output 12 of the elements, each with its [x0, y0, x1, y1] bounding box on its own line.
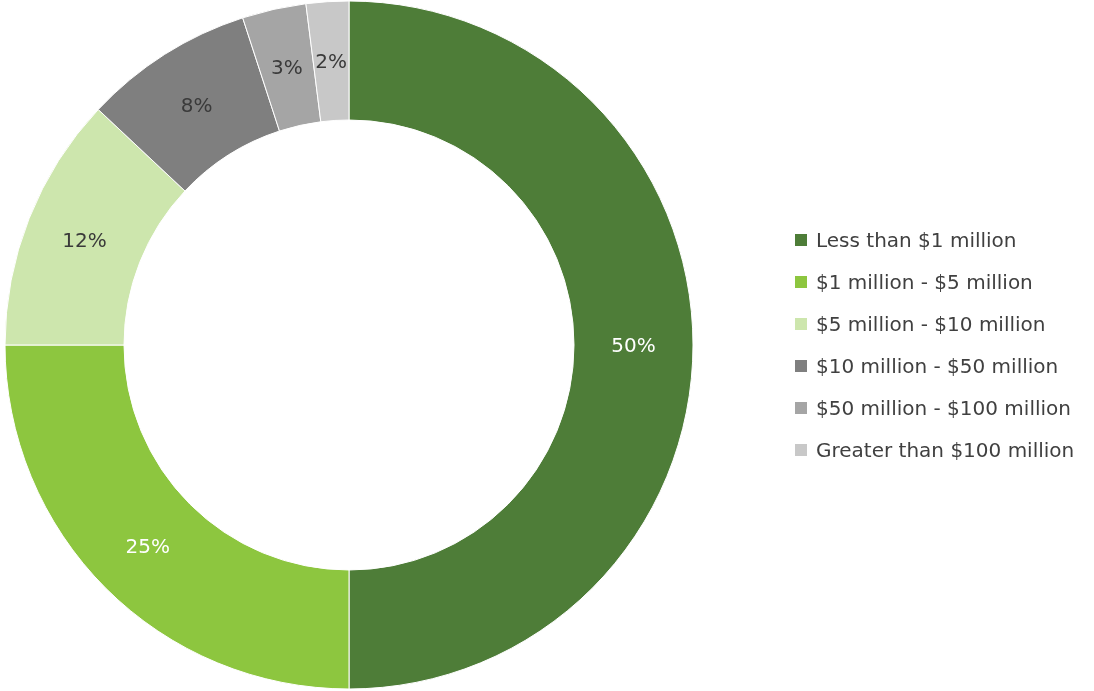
legend-label: $10 million - $50 million — [816, 354, 1059, 378]
legend-label: $5 million - $10 million — [816, 312, 1046, 336]
legend-label: $50 million - $100 million — [816, 396, 1071, 420]
data-label: 25% — [125, 534, 171, 559]
legend-label: Greater than $100 million — [816, 438, 1075, 462]
data-label: 8% — [180, 92, 213, 117]
data-label: 2% — [315, 49, 347, 74]
legend-label: Less than $1 million — [816, 228, 1017, 252]
data-label: 50% — [611, 333, 656, 357]
legend-label: $1 million - $5 million — [816, 270, 1033, 294]
data-label: 12% — [62, 228, 107, 253]
data-label: 3% — [271, 55, 303, 80]
